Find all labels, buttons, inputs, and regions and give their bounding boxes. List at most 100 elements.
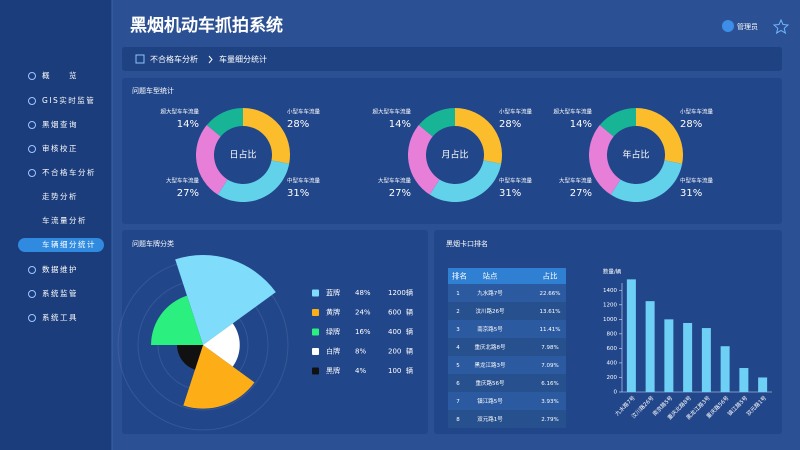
segment-value: 14%	[570, 119, 592, 130]
legend-name: 白牌	[326, 347, 340, 356]
donut-segment	[455, 108, 502, 164]
segment-label: 大型车车流量	[559, 177, 593, 185]
segment-value: 28%	[680, 119, 702, 130]
menu-item[interactable]: 系统工具	[42, 312, 78, 322]
table-row	[448, 392, 566, 410]
menu-item[interactable]: 审核校正	[42, 143, 78, 153]
y-tick-label: 1400	[603, 288, 617, 294]
table-cell: 6.16%	[541, 381, 558, 387]
breadcrumb-item[interactable]: 不合格车分析	[150, 54, 198, 64]
table-row	[448, 356, 566, 374]
donut-segment	[636, 108, 683, 164]
menu-icon	[28, 266, 36, 274]
sidebar	[0, 0, 112, 450]
column-header: 站点	[483, 271, 498, 281]
user-avatar[interactable]	[722, 20, 734, 32]
segment-label: 大型车车流量	[166, 177, 200, 185]
segment-value: 31%	[499, 188, 521, 199]
table-row	[448, 320, 566, 338]
legend-share: 16%	[355, 328, 371, 336]
rose-sector	[203, 323, 240, 367]
favorite-icon[interactable]	[772, 18, 790, 35]
panel-title: 黑烟卡口排名	[446, 239, 488, 248]
menu-icon	[28, 314, 36, 322]
table-cell: 11.41%	[540, 327, 561, 333]
legend-swatch	[312, 328, 319, 336]
legend-name: 绿牌	[326, 327, 340, 336]
segment-value: 28%	[499, 119, 521, 130]
table-row	[448, 410, 566, 428]
edit-icon	[135, 54, 145, 64]
menu-item[interactable]: 黑烟查询	[42, 119, 78, 129]
table-row	[448, 284, 566, 302]
menu-icon	[28, 290, 36, 298]
table-cell: 7.98%	[541, 345, 558, 351]
breadcrumb-separator	[208, 55, 213, 64]
y-tick-label: 600	[607, 346, 618, 352]
segment-value: 27%	[389, 188, 411, 199]
menu-icon	[28, 121, 36, 129]
donut-segment	[243, 108, 290, 164]
legend-unit: 辆	[406, 327, 413, 336]
table-cell: 双元路1号	[477, 415, 503, 423]
bar	[720, 346, 730, 392]
menu-item[interactable]: 车辆细分统计	[42, 239, 96, 249]
table-cell: 1	[456, 291, 460, 297]
table-cell: 重庆北路8号	[475, 343, 506, 351]
table-cell: 22.66%	[540, 291, 561, 297]
table-cell: 5	[456, 363, 460, 369]
menu-item[interactable]: 车流量分析	[42, 215, 87, 225]
table-row	[448, 338, 566, 356]
user-name[interactable]: 管理员	[737, 22, 758, 31]
donut-segment	[206, 108, 243, 137]
legend-unit: 辆	[406, 347, 413, 356]
legend-count: 1200	[388, 289, 406, 297]
menu-icon	[28, 145, 36, 153]
donut-segment	[407, 125, 440, 195]
donut-center: 年占比	[622, 149, 649, 161]
table-cell: 重庆路56号	[476, 379, 505, 387]
menu-item[interactable]: 数据维护	[42, 264, 78, 274]
table-row	[448, 374, 566, 392]
y-tick-label: 200	[607, 375, 618, 381]
donut-segment	[610, 160, 683, 202]
segment-label: 中型车车流量	[499, 177, 533, 185]
menu-icon	[28, 72, 36, 80]
segment-label: 小型车车流量	[499, 108, 533, 116]
segment-label: 小型车车流量	[287, 108, 321, 116]
legend-unit: 辆	[406, 308, 413, 317]
segment-label: 中型车车流量	[680, 177, 714, 185]
segment-value: 27%	[570, 188, 592, 199]
menu-item[interactable]: 概 览	[42, 70, 78, 80]
donut-center: 日占比	[229, 149, 256, 161]
menu-item[interactable]: 系统监管	[42, 288, 78, 298]
legend-name: 黄牌	[326, 308, 340, 317]
rose-sector	[151, 295, 203, 345]
active-item[interactable]	[18, 238, 104, 252]
menu-item[interactable]: 不合格车分析	[42, 167, 96, 177]
donut-segment	[588, 125, 621, 195]
y-tick-label: 400	[607, 360, 618, 366]
table-cell: 13.61%	[540, 309, 561, 315]
legend-count: 400	[388, 328, 401, 336]
app-title: 黑烟机动车抓拍系统	[130, 15, 283, 36]
menu-item[interactable]: GIS实时监管	[42, 95, 95, 105]
legend-share: 4%	[355, 367, 366, 375]
segment-value: 31%	[680, 188, 702, 199]
donut-segment	[599, 108, 636, 137]
bar	[758, 377, 768, 392]
legend-count: 100	[388, 367, 401, 375]
menu-item[interactable]: 走势分析	[42, 191, 78, 201]
bar	[739, 368, 749, 392]
table-cell: 6	[456, 381, 460, 387]
table-cell: 九水路7号	[477, 289, 503, 297]
segment-label: 大型车车流量	[378, 177, 412, 185]
donut-segment	[429, 160, 502, 203]
bar	[664, 319, 674, 392]
table-cell: 4	[456, 345, 460, 351]
legend-share: 8%	[355, 348, 366, 356]
table-cell: 黑龙江路3号	[475, 361, 506, 369]
rose-sector	[177, 345, 203, 370]
